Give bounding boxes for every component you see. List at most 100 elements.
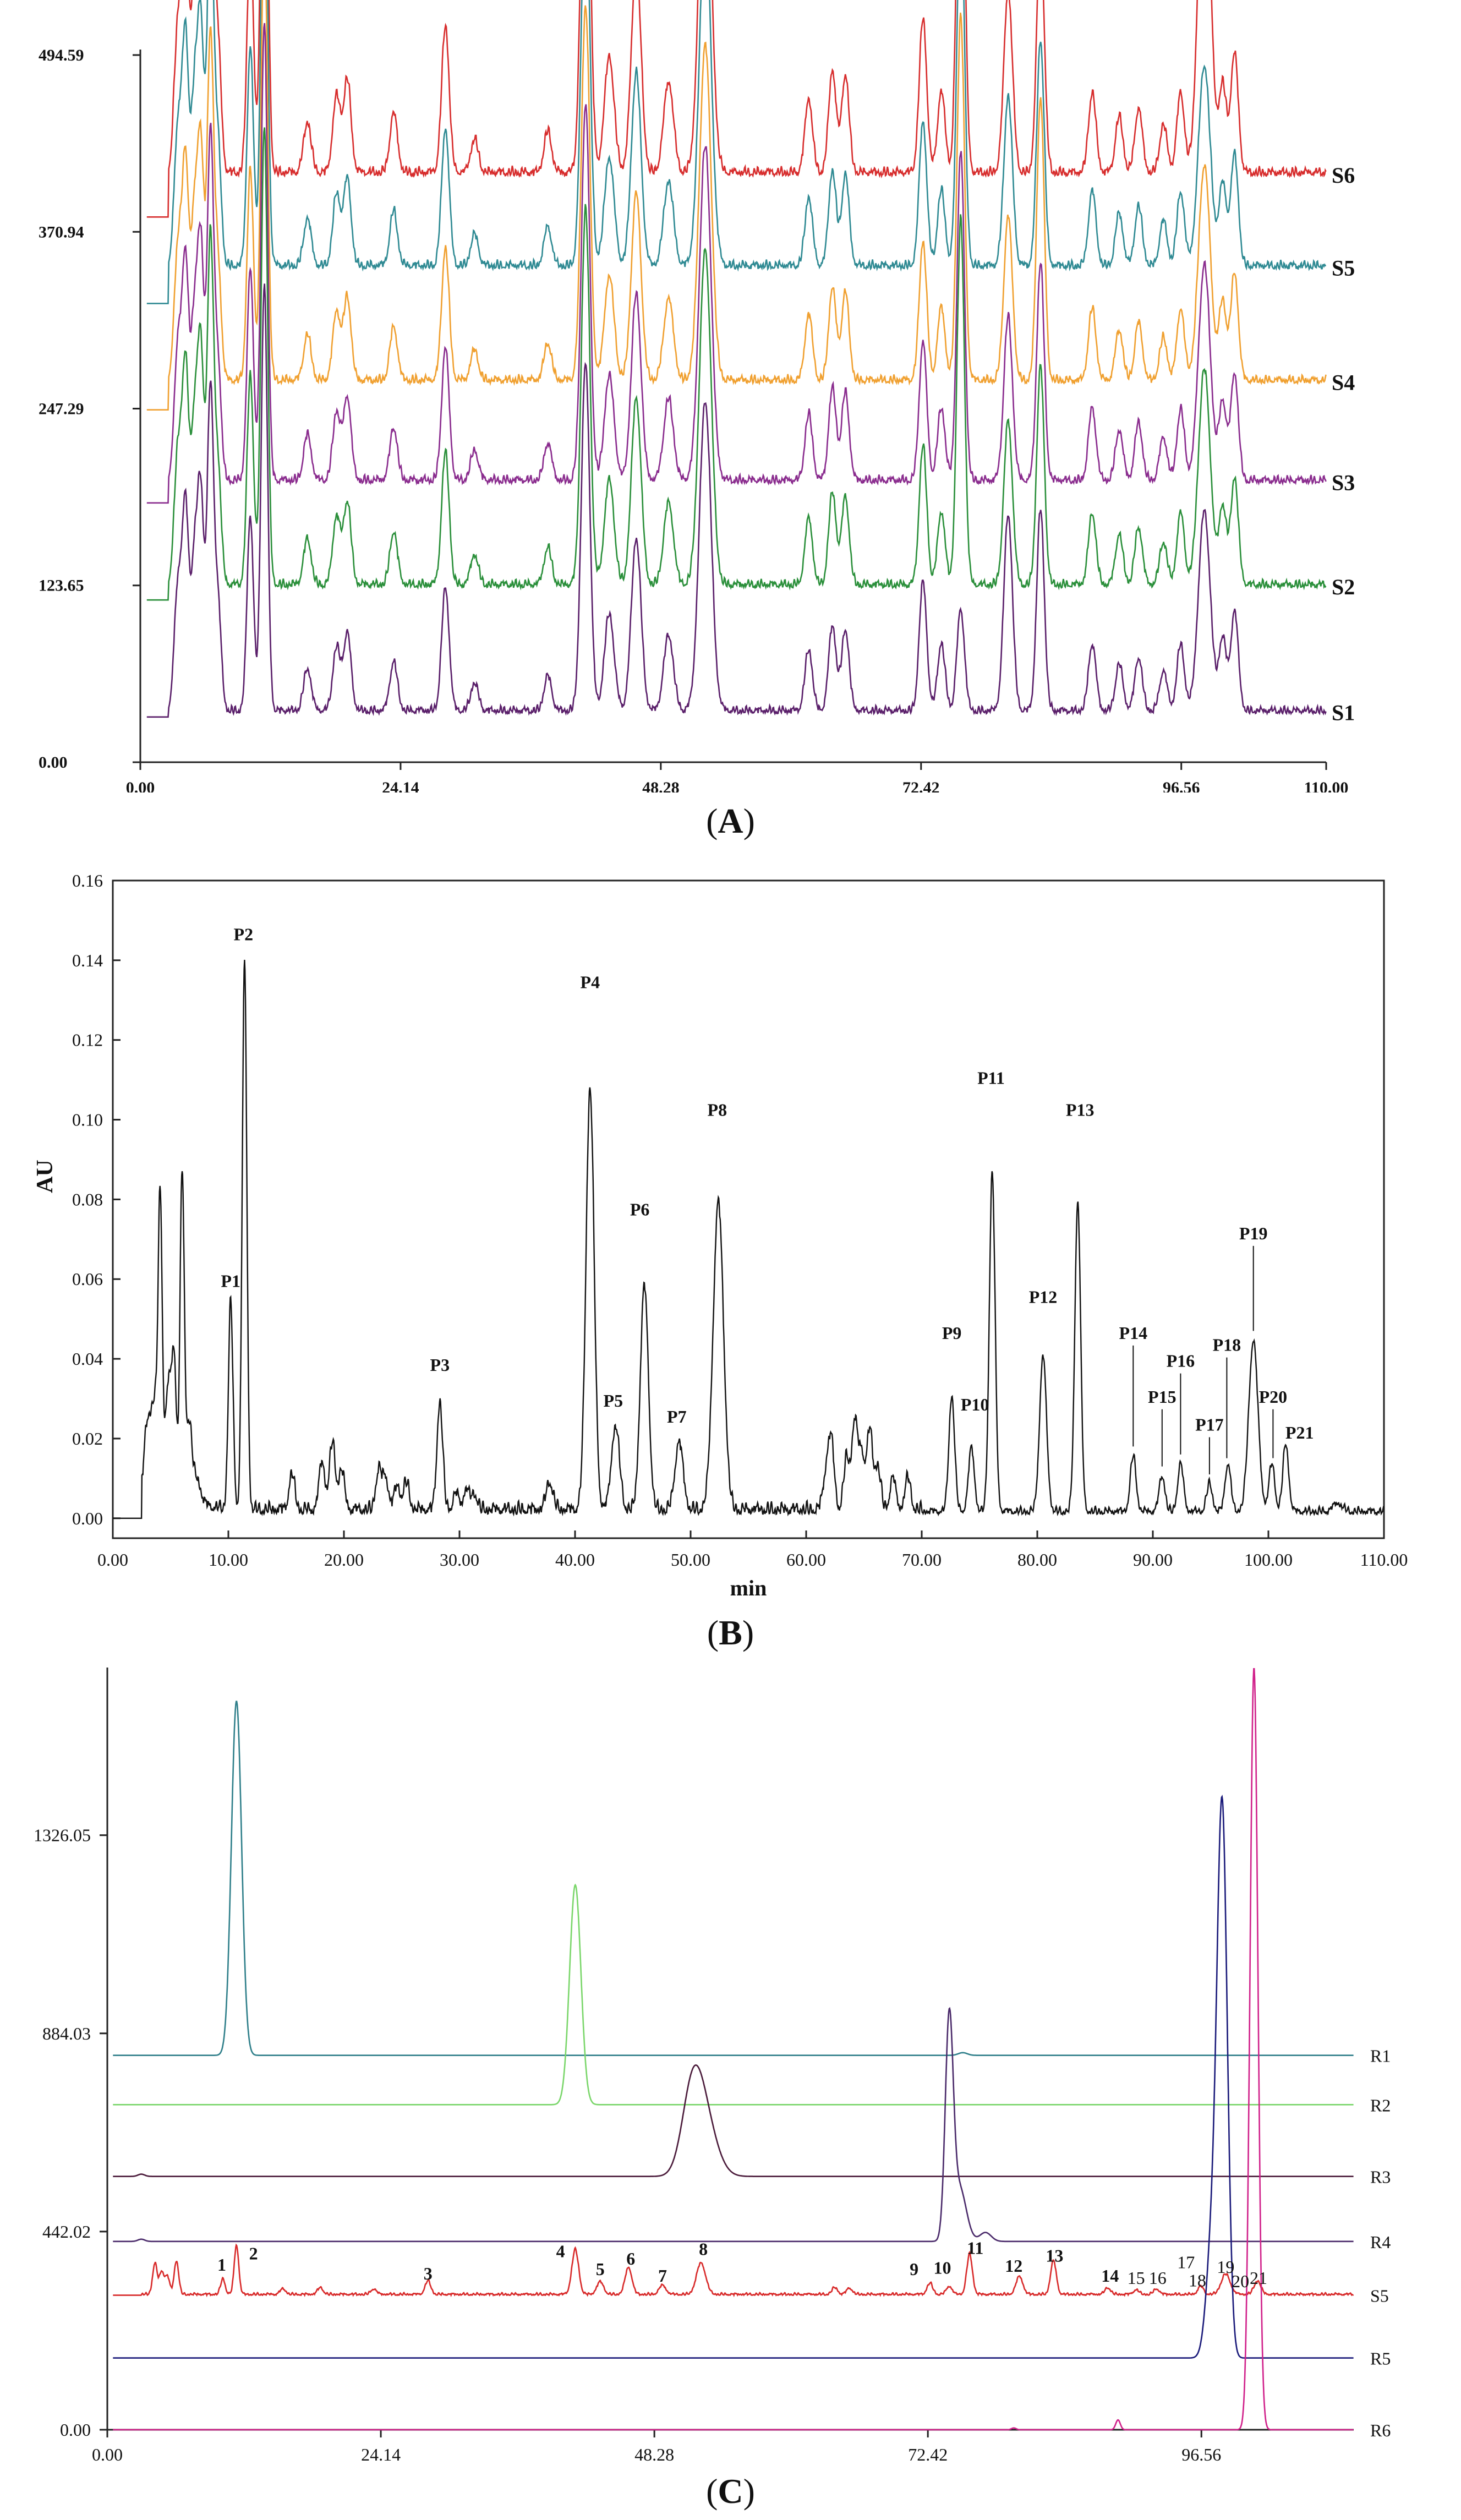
series-label: R5	[1370, 2349, 1391, 2369]
peak-label: P7	[667, 1407, 687, 1426]
peak-label: P1	[221, 1271, 240, 1291]
plot-frame	[112, 879, 1385, 1539]
peak-number-label: 5	[596, 2259, 605, 2279]
series-label: R3	[1370, 2167, 1391, 2187]
y-tick-label: 884.03	[42, 2024, 91, 2043]
peak-label: P18	[1213, 1335, 1241, 1355]
x-tick-label: 48.28	[642, 779, 680, 792]
panel-a-caption: (A)	[706, 801, 755, 840]
peak-label: P13	[1066, 1100, 1095, 1119]
series-line-s3	[146, 23, 1327, 504]
y-tick-label: 0.14	[72, 950, 103, 970]
series-label: S6	[1332, 163, 1355, 188]
series-label: R2	[1370, 2095, 1391, 2115]
x-tick-label: 110.00	[1304, 779, 1349, 792]
peak-number-label: 2	[249, 2243, 258, 2263]
x-tick-label: 96.56	[1181, 2445, 1221, 2464]
peak-number-label: 7	[658, 2266, 667, 2286]
peak-label: P8	[708, 1100, 727, 1119]
peak-label: P4	[581, 972, 600, 992]
peak-number-label: 8	[699, 2239, 708, 2259]
peak-label: P11	[977, 1068, 1005, 1087]
series-line-r2	[113, 1883, 1354, 2106]
series-line-s1	[146, 283, 1327, 718]
x-tick-label: 90.00	[1133, 1550, 1173, 1570]
series-label: R6	[1370, 2420, 1391, 2440]
y-tick-label: 0.02	[72, 1429, 103, 1448]
peak-number-label: 19	[1217, 2257, 1234, 2277]
x-tick-label: 72.42	[908, 2445, 948, 2464]
y-tick-label: 0.04	[72, 1349, 103, 1369]
x-tick-label: 48.28	[634, 2445, 674, 2464]
series-label: S1	[1332, 701, 1355, 725]
series-line-s6	[146, 0, 1327, 218]
chart-a: 0.00 123.65 247.29 370.94 494.59 0.00 24.14 48.…	[39, 0, 1355, 792]
peak-label: P19	[1239, 1223, 1268, 1243]
x-tick-label: 80.00	[1017, 1550, 1057, 1570]
y-tick-label: 494.59	[39, 46, 84, 64]
y-tick-label: 0.00	[60, 2420, 91, 2440]
series-label: R4	[1370, 2232, 1391, 2252]
peak-number-label: 1	[217, 2255, 226, 2275]
peak-label: P5	[604, 1391, 623, 1411]
x-axis-label: min	[730, 1576, 767, 1600]
y-tick-label: 442.02	[42, 2222, 91, 2242]
peak-number-label: 9	[910, 2259, 918, 2279]
panel-a: 0.00 123.65 247.29 370.94 494.59 0.00 24.14 48.…	[0, 0, 1461, 840]
series-label: R1	[1370, 2046, 1391, 2066]
y-tick-label: 0.10	[72, 1110, 103, 1130]
series-line-s5	[113, 2243, 1354, 2298]
x-tick-label: 20.00	[324, 1550, 364, 1570]
panel-b-letter: B	[719, 1613, 742, 1652]
peak-number-label: 15	[1128, 2268, 1145, 2288]
series-label: S3	[1332, 470, 1355, 495]
peak-label: P16	[1167, 1351, 1195, 1371]
series-line-s4	[146, 0, 1327, 411]
panel-b: 0.00 0.02 0.04 0.06 0.08 0.10 0.12 0.14 0.16 0.00…	[0, 859, 1461, 1657]
x-tick-label: 70.00	[902, 1550, 942, 1570]
peak-label: P2	[234, 925, 254, 944]
y-tick-label: 0.06	[72, 1269, 103, 1289]
peak-number-label: 4	[556, 2241, 565, 2261]
y-tick-label: 0.12	[72, 1030, 103, 1050]
peak-number-label: 11	[967, 2238, 983, 2258]
x-tick-label: 0.00	[97, 1550, 128, 1570]
peak-number-label: 13	[1046, 2245, 1063, 2265]
x-tick-label: 60.00	[786, 1550, 826, 1570]
peak-label: P17	[1195, 1414, 1224, 1434]
series-label: S4	[1332, 370, 1355, 395]
y-tick-label: 0.00	[39, 753, 68, 772]
peak-label: P3	[430, 1355, 450, 1375]
x-tick-label: 96.56	[1163, 779, 1200, 792]
series-label: S5	[1370, 2286, 1389, 2306]
peak-number-label: 12	[1005, 2256, 1022, 2276]
peak-number-label: 18	[1189, 2270, 1206, 2290]
y-tick-label: 370.94	[39, 223, 84, 241]
peak-label: P21	[1285, 1423, 1314, 1442]
peak-label: P9	[942, 1323, 962, 1343]
peak-label: P10	[961, 1395, 989, 1414]
series-line-r1	[113, 1701, 1354, 2056]
peak-label: P14	[1119, 1323, 1148, 1343]
series-line-s5	[146, 0, 1327, 304]
peak-number-label: 20	[1232, 2271, 1249, 2291]
x-tick-label: 50.00	[671, 1550, 710, 1570]
chart-b: 0.00 0.02 0.04 0.06 0.08 0.10 0.12 0.14 0.16 0.00…	[32, 871, 1408, 1600]
y-tick-label: 1326.05	[34, 1825, 91, 1845]
panel-a-letter: A	[718, 801, 743, 840]
y-tick-label: 123.65	[39, 577, 84, 595]
x-tick-label: 0.00	[126, 779, 155, 792]
panel-c: 0.00 442.02 884.03 1326.05 0.00 24.14 48.28 72.…	[0, 1657, 1461, 2520]
peak-label: P20	[1259, 1387, 1288, 1407]
series-line-r3	[113, 2064, 1354, 2177]
series-line-r4	[113, 2007, 1354, 2243]
peak-label: P12	[1029, 1287, 1058, 1307]
x-tick-label: 110.00	[1360, 1550, 1408, 1570]
series-label: S2	[1332, 575, 1355, 599]
peak-number-label: 10	[934, 2257, 951, 2277]
x-tick-label: 40.00	[555, 1550, 595, 1570]
peak-number-label: 16	[1149, 2268, 1167, 2288]
y-tick-label: 0.16	[72, 871, 103, 890]
series-line-r6	[113, 1668, 1354, 2431]
x-tick-label: 0.00	[92, 2445, 123, 2464]
